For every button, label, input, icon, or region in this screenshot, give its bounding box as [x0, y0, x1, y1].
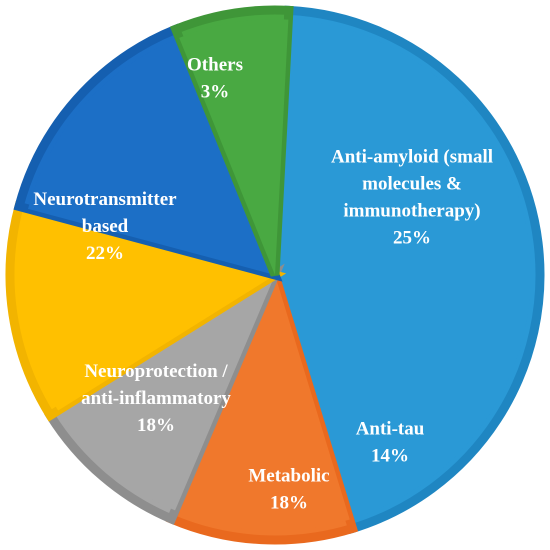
pie-slice-label-2: Anti-tau 14%: [356, 419, 425, 467]
pie-slice-face-1: [275, 19, 531, 520]
slice-name-line: Neurotransmitter: [33, 189, 177, 210]
slice-percent: 18%: [137, 415, 175, 436]
slice-name-line: Anti-amyloid (small: [331, 147, 493, 168]
pie-slice-face-6: [179, 19, 289, 276]
pie-slice-face-5: [27, 37, 276, 276]
slice-percent: 14%: [371, 446, 409, 467]
slice-percent: 3%: [201, 82, 230, 103]
slice-name-line: Metabolic: [248, 466, 329, 487]
pie-slice-label-6: Others 3%: [187, 55, 243, 103]
slice-name-line: Anti-tau: [356, 419, 425, 440]
slice-percent: 22%: [86, 243, 124, 264]
slice-name-line: Others: [187, 55, 243, 76]
pie-slice-label-4: Neuroprotection / anti-inflammatory 18%: [81, 361, 231, 436]
slice-name-line: Neuroprotection /: [84, 361, 228, 382]
slice-percent: 18%: [270, 493, 308, 514]
pie-slice-face-3: [58, 275, 275, 511]
slice-name-line: immunotherapy): [343, 201, 480, 222]
pie-labels: Anti-amyloid (small molecules & immunother…: [33, 55, 493, 514]
pie-slice-label-1: Anti-amyloid (small molecules & immunother…: [331, 147, 493, 249]
slice-name-line: molecules &: [362, 174, 462, 195]
slice-name-line: anti-inflammatory: [81, 388, 231, 409]
slice-name-line: based: [82, 216, 129, 237]
pie-slice-face-2: [175, 275, 350, 531]
slice-percent: 25%: [393, 228, 431, 249]
pie-slices: [5, 5, 545, 545]
pie-slice-label-5: Neurotransmitter based 22%: [33, 189, 177, 264]
pie-slice-label-3: Metabolic 18%: [248, 466, 329, 514]
